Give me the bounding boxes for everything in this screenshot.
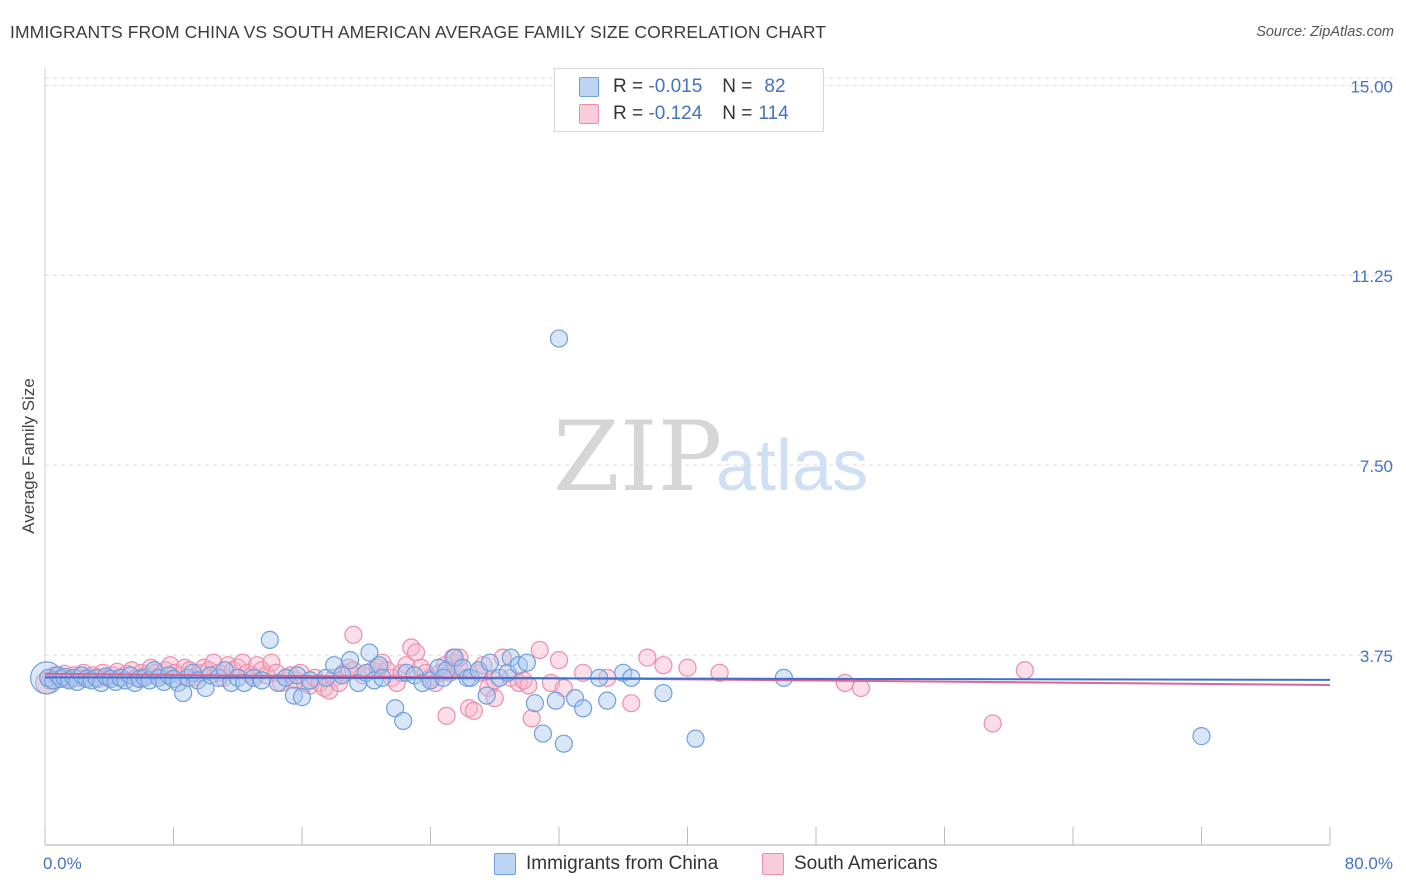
legend-row-china: R = -0.015 N = 82 xyxy=(579,75,786,99)
sa-point xyxy=(406,643,426,662)
legend-row-south-americans: R = -0.124 N = 114 xyxy=(579,102,789,126)
sa-point xyxy=(522,709,541,728)
sa-point xyxy=(983,714,1002,733)
china-point xyxy=(252,671,271,690)
y-tick-label: 11.25 xyxy=(1352,267,1393,286)
x-tick-label-max: 80.0% xyxy=(1345,854,1393,873)
axis-labels: Average Family Size 3.75 7.50 11.25 15.00 0.… xyxy=(19,77,1393,873)
legend-r-value: -0.015 xyxy=(648,76,703,97)
sa-point xyxy=(459,699,479,718)
china-point xyxy=(598,691,617,710)
sa-point xyxy=(638,648,657,667)
watermark: ZIP atlas xyxy=(553,401,868,513)
bottom-legend-sa-label: South Americans xyxy=(794,853,938,874)
sa-point xyxy=(678,658,697,677)
china-point xyxy=(480,653,500,672)
sa-point xyxy=(437,706,456,725)
legend-n-value: 114 xyxy=(758,103,789,124)
china-point xyxy=(654,683,673,703)
china-point xyxy=(292,688,312,707)
china-point xyxy=(525,694,545,713)
y-tick-label: 7.50 xyxy=(1360,457,1393,476)
china-point xyxy=(554,734,573,753)
sa-point xyxy=(573,663,593,682)
trend-line-china xyxy=(44,676,1331,681)
china-point xyxy=(573,699,593,718)
legend-r-label: R = xyxy=(613,103,644,124)
bottom-legend-south-americans: South Americans xyxy=(762,851,938,877)
china-point xyxy=(1192,727,1211,746)
china-point xyxy=(533,724,553,743)
trend-lines xyxy=(44,672,1331,686)
correlation-legend: R = -0.015 N = 82 R = -0.124 N = 114 xyxy=(554,68,824,132)
sa-point xyxy=(835,673,855,693)
sa-point xyxy=(530,640,549,660)
legend-r-label: R = xyxy=(613,76,644,97)
grid-lines xyxy=(45,77,1395,656)
china-point xyxy=(360,643,379,662)
sa-point xyxy=(851,678,871,698)
sa-point xyxy=(450,648,469,667)
sa-point xyxy=(549,651,569,670)
legend-n-value: 82 xyxy=(764,76,786,97)
x-tick-label-min: 0.0% xyxy=(43,854,82,873)
watermark-zip: ZIP xyxy=(553,401,722,513)
axes xyxy=(44,68,1331,846)
china-point xyxy=(174,683,193,703)
china-point xyxy=(394,711,413,731)
y-tick-label: 3.75 xyxy=(1360,647,1393,666)
sa-point xyxy=(710,663,729,682)
sa-point xyxy=(1015,661,1034,680)
watermark-atlas: atlas xyxy=(716,426,868,506)
source-label: Source: ZipAtlas.com xyxy=(1256,24,1394,40)
china-point xyxy=(260,630,279,649)
legend-r-value: -0.124 xyxy=(648,103,703,124)
sa-point xyxy=(654,656,673,675)
china-point xyxy=(549,329,569,348)
sa-point xyxy=(402,638,421,657)
sa-point xyxy=(622,694,641,713)
sa-point xyxy=(464,701,483,720)
china-point xyxy=(686,729,705,748)
y-tick-label: 15.00 xyxy=(1350,77,1393,96)
china-point xyxy=(333,666,352,685)
china-point xyxy=(300,671,320,690)
sa-point xyxy=(344,625,363,644)
sa-point xyxy=(519,676,538,695)
china-point xyxy=(96,667,116,686)
legend-swatch-south-americans xyxy=(579,104,599,124)
china-point xyxy=(546,691,565,710)
legend-n-label: N = xyxy=(722,76,753,97)
sa-point xyxy=(479,678,498,698)
sa-point xyxy=(262,653,281,672)
bottom-swatch-china xyxy=(494,853,516,875)
series-immigrants-china xyxy=(30,329,1211,753)
legend-swatch-china xyxy=(579,77,599,97)
legend-n-label: N = xyxy=(722,103,753,124)
bottom-legend-china: Immigrants from China xyxy=(494,851,718,877)
chart-title: IMMIGRANTS FROM CHINA VS SOUTH AMERICAN … xyxy=(10,22,827,42)
y-axis-title: Average Family Size xyxy=(19,378,38,534)
china-point xyxy=(517,653,536,672)
china-point xyxy=(341,651,360,670)
china-point xyxy=(477,686,496,705)
bottom-swatch-south-americans xyxy=(762,853,784,875)
bottom-legend-china-label: Immigrants from China xyxy=(526,853,719,874)
